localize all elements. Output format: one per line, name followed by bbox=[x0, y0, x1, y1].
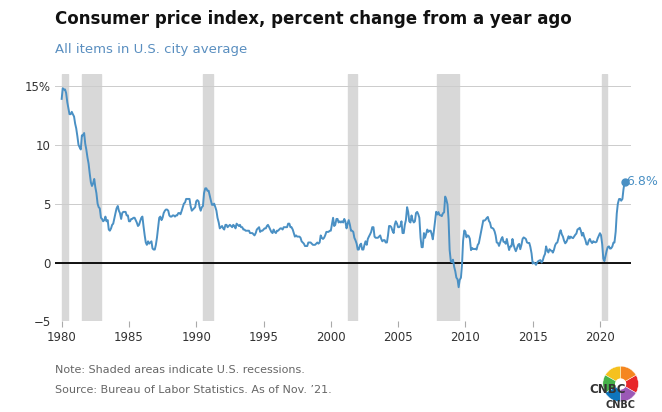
Text: CNBC: CNBC bbox=[589, 382, 626, 396]
Bar bbox=[348, 74, 357, 321]
Wedge shape bbox=[621, 366, 636, 384]
Text: All items in U.S. city average: All items in U.S. city average bbox=[55, 43, 247, 56]
Text: CNBC: CNBC bbox=[606, 400, 636, 410]
Bar bbox=[602, 74, 606, 321]
Text: Source: Bureau of Labor Statistics. As of Nov. ’21.: Source: Bureau of Labor Statistics. As o… bbox=[55, 385, 332, 395]
Wedge shape bbox=[603, 375, 621, 393]
Bar bbox=[203, 74, 213, 321]
Text: Consumer price index, percent change from a year ago: Consumer price index, percent change fro… bbox=[55, 10, 572, 28]
Bar bbox=[438, 74, 459, 321]
Wedge shape bbox=[605, 366, 621, 384]
Wedge shape bbox=[605, 384, 621, 402]
Bar bbox=[62, 74, 68, 321]
Text: Note: Shaded areas indicate U.S. recessions.: Note: Shaded areas indicate U.S. recessi… bbox=[55, 365, 305, 375]
Circle shape bbox=[616, 379, 626, 389]
Wedge shape bbox=[621, 375, 638, 393]
Bar bbox=[82, 74, 101, 321]
Text: 6.8%: 6.8% bbox=[626, 176, 659, 188]
Wedge shape bbox=[621, 384, 636, 402]
